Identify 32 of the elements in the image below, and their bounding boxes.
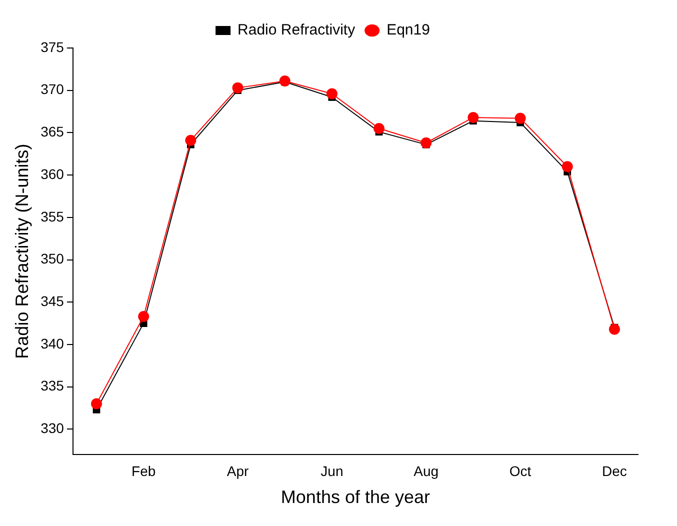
x-tick-label: Oct — [509, 462, 532, 479]
point — [420, 137, 432, 148]
x-tick-label: Feb — [132, 462, 156, 479]
y-tick-label: 370 — [40, 81, 64, 98]
point — [138, 311, 150, 322]
point — [232, 82, 244, 94]
x-axis-title: Months of the year — [280, 487, 430, 508]
point — [326, 88, 338, 100]
point — [608, 324, 620, 335]
y-tick-label: 335 — [40, 378, 64, 394]
point — [468, 112, 479, 123]
legend-label: Radio Refractivity — [238, 22, 356, 39]
y-tick-label: 360 — [40, 166, 64, 182]
y-tick-label: 355 — [40, 208, 64, 224]
y-tick-label: 375 — [40, 38, 64, 55]
y-tick-label: 330 — [40, 420, 64, 436]
legend-label: Eqn19 — [386, 22, 430, 39]
y-tick-label: 340 — [40, 335, 64, 352]
point — [91, 398, 102, 410]
point — [514, 112, 526, 124]
y-axis-title: Radio Refractivity (N-units) — [12, 144, 32, 359]
x-tick-label: Apr — [226, 462, 249, 479]
point — [185, 134, 196, 146]
x-tick-label: Jun — [320, 462, 344, 479]
x-tick-label: Aug — [414, 462, 439, 479]
point — [279, 76, 290, 87]
point — [374, 122, 385, 134]
x-tick-label: Dec — [602, 462, 627, 479]
y-tick-label: 350 — [40, 250, 64, 267]
y-tick-label: 345 — [40, 292, 64, 309]
point — [562, 161, 573, 172]
y-tick-label: 365 — [40, 124, 64, 140]
